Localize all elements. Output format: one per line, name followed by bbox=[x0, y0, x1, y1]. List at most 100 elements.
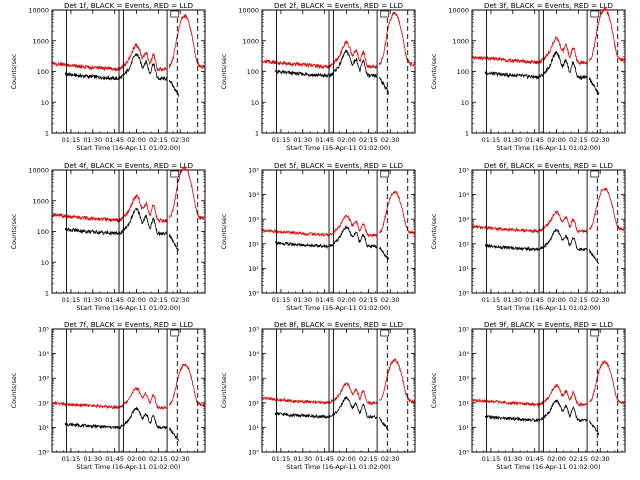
x-tick-label: 02:15 bbox=[359, 296, 378, 304]
x-tick-label: 02:30 bbox=[591, 455, 610, 463]
x-tick-label: 01:15 bbox=[62, 296, 81, 304]
y-tick-label: 10⁴ bbox=[248, 350, 259, 358]
x-tick-label: 02:30 bbox=[381, 296, 400, 304]
x-tick-label: 02:30 bbox=[171, 296, 190, 304]
x-tick-label: 01:45 bbox=[525, 136, 544, 144]
x-tick-label: 01:45 bbox=[105, 296, 124, 304]
y-tick-label: 10² bbox=[248, 399, 259, 407]
x-tick-label: 02:15 bbox=[359, 136, 378, 144]
x-tick-label: 02:00 bbox=[127, 455, 146, 463]
x-axis-label: Start Time (16-Apr-11 01:02:00) bbox=[496, 463, 600, 471]
x-tick-label: 01:15 bbox=[272, 136, 291, 144]
series-lld bbox=[261, 190, 416, 238]
x-axis-label: Start Time (16-Apr-11 01:02:00) bbox=[286, 463, 390, 471]
y-tick-label: 10 bbox=[461, 99, 469, 107]
x-tick-label: 02:15 bbox=[149, 296, 168, 304]
x-axis-label: Start Time (16-Apr-11 01:02:00) bbox=[76, 463, 180, 471]
x-tick-label: 02:00 bbox=[337, 296, 356, 304]
plot-frame bbox=[471, 328, 626, 453]
x-tick-label: 01:45 bbox=[315, 455, 334, 463]
y-tick-label: 10² bbox=[38, 399, 49, 407]
x-tick-label: 02:30 bbox=[591, 296, 610, 304]
panel-title: Det 3f, BLACK = Events, RED = LLD bbox=[484, 1, 614, 10]
y-tick-label: 10⁵ bbox=[248, 167, 259, 175]
series-lld bbox=[51, 166, 206, 224]
x-tick-label: 02:30 bbox=[591, 136, 610, 144]
panel-det-2: Det 2f, BLACK = Events, RED = LLD 1 10 100 1… bbox=[220, 1, 416, 152]
x-tick-label: 02:00 bbox=[547, 296, 566, 304]
x-axis-label: Start Time (16-Apr-11 01:02:00) bbox=[76, 144, 180, 152]
panel-det-4: Det 4f, BLACK = Events, RED = LLD 1 10 100 1… bbox=[10, 161, 206, 312]
x-axis-label: Start Time (16-Apr-11 01:02:00) bbox=[496, 144, 600, 152]
x-tick-label: 01:15 bbox=[62, 455, 81, 463]
x-tick-label: 01:15 bbox=[62, 136, 81, 144]
attenuator-marker-box bbox=[590, 10, 600, 18]
panel-det-3: Det 3f, BLACK = Events, RED = LLD 1 10 100 1… bbox=[430, 1, 626, 152]
y-tick-label: 1000 bbox=[452, 37, 469, 45]
y-tick-label: 10⁰ bbox=[458, 449, 469, 457]
panel-title: Det 2f, BLACK = Events, RED = LLD bbox=[274, 1, 404, 10]
panel-det-9: Det 9f, BLACK = Events, RED = LLD 10⁰ 10¹ 1… bbox=[430, 320, 626, 471]
attenuator-marker-box bbox=[170, 170, 180, 178]
x-tick-label: 01:45 bbox=[105, 455, 124, 463]
series-events bbox=[484, 399, 600, 436]
x-tick-label: 01:30 bbox=[293, 136, 312, 144]
panel-title: Det 1f, BLACK = Events, RED = LLD bbox=[64, 1, 194, 10]
x-axis-label: Start Time (16-Apr-11 01:02:00) bbox=[286, 304, 390, 312]
y-tick-label: 10000 bbox=[28, 167, 49, 175]
y-tick-label: 10 bbox=[41, 99, 49, 107]
attenuator-marker-box bbox=[590, 329, 600, 337]
plot-frame bbox=[471, 169, 626, 294]
y-tick-label: 10⁵ bbox=[248, 326, 259, 334]
series-events bbox=[274, 225, 390, 260]
y-tick-label: 1 bbox=[45, 130, 49, 138]
series-lld bbox=[261, 358, 416, 406]
y-axis-label: Counts/sec bbox=[430, 372, 438, 408]
y-tick-label: 10⁰ bbox=[248, 449, 259, 457]
x-tick-label: 02:15 bbox=[149, 455, 168, 463]
y-tick-label: 10000 bbox=[448, 7, 469, 15]
y-axis-label: Counts/sec bbox=[430, 53, 438, 89]
x-tick-label: 02:00 bbox=[337, 136, 356, 144]
x-tick-label: 02:15 bbox=[569, 296, 588, 304]
x-tick-label: 01:30 bbox=[83, 136, 102, 144]
series-lld bbox=[51, 363, 206, 411]
series-events bbox=[485, 228, 600, 265]
y-tick-label: 10¹ bbox=[248, 424, 259, 432]
y-tick-label: 10³ bbox=[38, 375, 49, 383]
x-tick-label: 02:15 bbox=[569, 136, 588, 144]
panel-title: Det 8f, BLACK = Events, RED = LLD bbox=[274, 320, 404, 329]
x-tick-label: 01:30 bbox=[293, 455, 312, 463]
x-tick-label: 02:30 bbox=[171, 455, 190, 463]
y-axis-label: Counts/sec bbox=[10, 53, 18, 89]
series-events bbox=[64, 52, 180, 97]
y-tick-label: 10¹ bbox=[248, 265, 259, 273]
y-tick-label: 100 bbox=[457, 68, 469, 76]
x-axis-label: Start Time (16-Apr-11 01:02:00) bbox=[496, 304, 600, 312]
y-tick-label: 10⁵ bbox=[458, 326, 469, 334]
y-tick-label: 10³ bbox=[458, 216, 469, 224]
y-tick-label: 1 bbox=[465, 130, 469, 138]
y-tick-label: 1000 bbox=[32, 197, 49, 205]
panel-title: Det 6f, BLACK = Events, RED = LLD bbox=[484, 161, 614, 170]
x-tick-label: 02:00 bbox=[337, 455, 356, 463]
y-tick-label: 10³ bbox=[458, 375, 469, 383]
x-tick-label: 01:45 bbox=[105, 136, 124, 144]
panel-title: Det 9f, BLACK = Events, RED = LLD bbox=[484, 320, 614, 329]
plot-frame bbox=[261, 328, 416, 453]
x-tick-label: 02:15 bbox=[359, 455, 378, 463]
x-tick-label: 01:45 bbox=[525, 296, 544, 304]
y-tick-label: 10¹ bbox=[38, 424, 49, 432]
panel-det-5: Det 5f, BLACK = Events, RED = LLD 10⁰ 10¹ 1… bbox=[220, 161, 416, 312]
series-events bbox=[64, 407, 180, 442]
x-tick-label: 02:15 bbox=[569, 455, 588, 463]
y-tick-label: 10⁴ bbox=[248, 191, 259, 199]
x-axis-label: Start Time (16-Apr-11 01:02:00) bbox=[76, 304, 180, 312]
x-tick-label: 02:15 bbox=[149, 136, 168, 144]
y-tick-label: 10⁴ bbox=[38, 350, 49, 358]
y-tick-label: 10² bbox=[458, 399, 469, 407]
attenuator-marker-box bbox=[380, 170, 390, 178]
panel-det-7: Det 7f, BLACK = Events, RED = LLD 10⁰ 10¹ 1… bbox=[10, 320, 206, 471]
y-tick-label: 10 bbox=[251, 99, 259, 107]
